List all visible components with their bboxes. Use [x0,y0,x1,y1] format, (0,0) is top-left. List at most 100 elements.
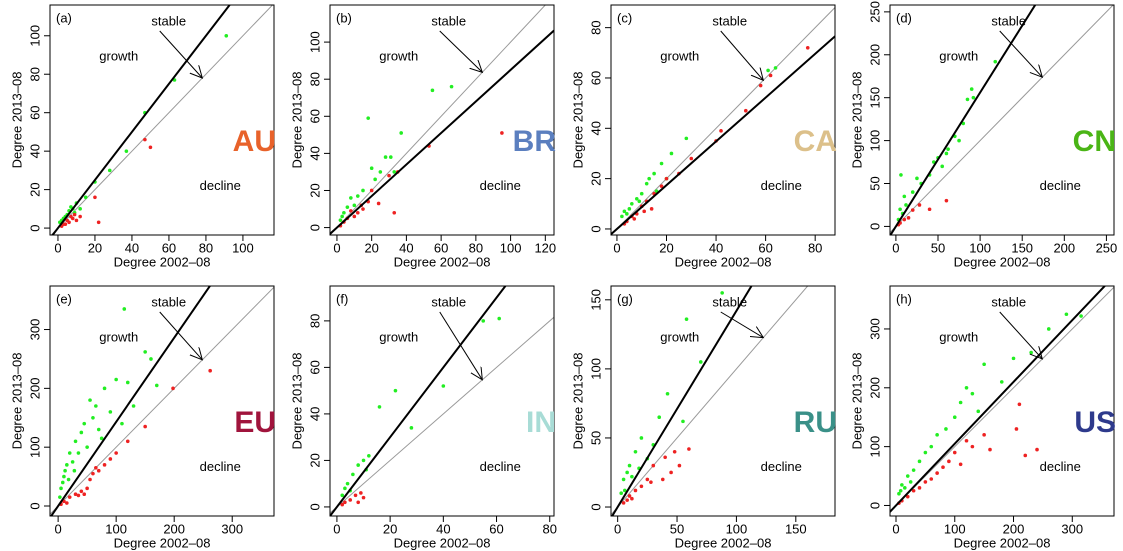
point [935,471,939,475]
point [898,488,903,493]
point [356,500,360,505]
region-label: CA [794,125,837,158]
growth-label: growth [379,329,418,344]
x-tick-label: 80 [469,240,483,255]
point [351,472,355,477]
diagonal [611,6,835,235]
region-label: US [1074,406,1116,439]
panel: 0 20 40 60 80 0 20 40 60 80 Degree 2002–08 Degree 2… [289,285,557,550]
point [430,88,435,93]
x-axis-label: Degree 2002–08 [675,254,772,269]
point [356,463,360,467]
growth-label: growth [939,329,978,344]
point [69,214,73,219]
point [915,176,919,181]
point [917,203,922,207]
point [399,131,403,135]
point [993,59,998,64]
point [1079,314,1083,318]
stable-arrow [439,311,483,380]
plot-frame [610,4,836,236]
point [340,493,345,498]
point [905,474,910,478]
point [208,368,212,373]
point [349,209,353,213]
point [647,176,651,181]
decline-label: decline [480,178,521,193]
panel: 0 20 40 60 80 100 0 20 40 60 80 100 Degree 2002–08 De… [9,4,276,269]
point [988,447,992,452]
point [917,486,922,490]
point [345,481,350,486]
fit-line [890,286,1107,514]
point [905,494,910,499]
point [348,498,353,502]
point [659,161,664,166]
point [625,212,629,216]
point [125,380,130,385]
point [96,427,101,432]
fit-line [330,29,554,235]
point [903,486,907,490]
region-label: EU [234,406,276,439]
y-tick-label: 20 [307,453,322,467]
point [1011,356,1016,361]
x-tick-label: 0 [55,521,62,536]
diagonal [611,286,809,516]
growth-label: growth [99,329,138,344]
panel-label: (b) [336,10,352,25]
point [72,212,77,217]
point [369,166,374,171]
point [649,207,654,211]
x-tick-label: 50 [931,240,945,255]
x-tick-label: 60 [758,240,772,255]
point [766,68,770,73]
point [627,207,632,211]
point [392,210,397,215]
decline-label: decline [200,459,241,474]
point [102,386,107,391]
plot-area [330,5,554,235]
x-tick-label: 200 [1053,240,1075,255]
point [500,131,504,135]
point [982,362,986,367]
point [392,170,397,174]
x-tick-label: 0 [333,521,340,536]
point [971,95,976,100]
point [114,377,118,382]
y-axis-label: Degree 2013–08 [9,72,24,169]
point [349,196,353,200]
point [982,433,986,437]
point [644,181,649,186]
x-tick-label: 100 [105,521,127,536]
y-axis-label: Degree 2013–08 [570,353,585,450]
y-axis-label: Degree 2013–08 [289,353,304,450]
point [622,488,627,493]
point [376,201,381,206]
x-tick-label: 40 [399,240,413,255]
region-label: AU [233,125,276,158]
point [720,291,724,295]
decline-label: decline [1040,459,1081,474]
point [94,465,98,470]
point [669,151,674,156]
point [481,319,486,323]
point [964,438,969,443]
point [630,201,634,206]
point [74,218,79,223]
point [637,199,642,204]
point [684,317,689,321]
fit-line [611,286,753,516]
stable-arrow [439,30,483,72]
panel: 0 50 100 150 0 50 100 150 Degree 2002–08 Degree 2… [570,285,837,550]
stable-arrow [999,30,1043,77]
plot-area [890,286,1114,514]
point [148,145,153,150]
point [969,87,974,91]
point [911,488,916,493]
point [377,405,382,409]
y-tick-label: 150 [588,289,603,311]
x-tick-label: 80 [808,240,822,255]
point [627,463,632,468]
point [957,138,961,143]
